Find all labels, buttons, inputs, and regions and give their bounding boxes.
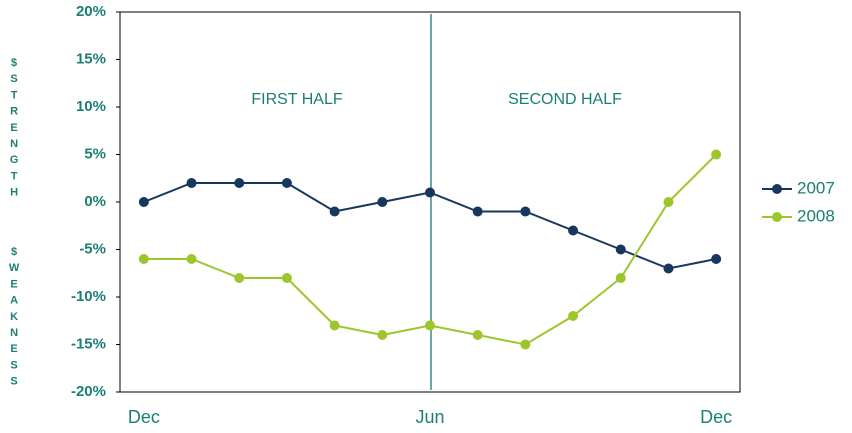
point <box>711 149 722 160</box>
x-tick-label: Dec <box>700 407 732 427</box>
point <box>425 187 435 198</box>
point <box>186 254 197 264</box>
y-tick-label: -10% <box>71 288 106 305</box>
point <box>711 254 722 264</box>
y-tick-label: 0% <box>84 193 106 210</box>
point <box>377 330 388 340</box>
y-tick-label: 15% <box>76 50 106 67</box>
point <box>329 206 340 217</box>
y-tick-label: -15% <box>71 335 106 352</box>
legend-marker <box>772 212 782 222</box>
y-tick-label: 5% <box>84 145 106 162</box>
point <box>234 273 245 283</box>
point <box>520 206 531 217</box>
point <box>568 225 579 236</box>
point <box>472 206 483 217</box>
annotation: FIRST HALF <box>251 91 343 108</box>
point <box>138 197 149 207</box>
legend-marker <box>772 184 782 194</box>
point <box>568 311 579 321</box>
y-axis-label: $STRENGTH <box>8 57 20 203</box>
point <box>425 320 435 331</box>
legend-label: 2008 <box>797 206 835 225</box>
y-tick-label: -5% <box>79 240 106 257</box>
point <box>520 339 531 350</box>
point <box>329 320 340 331</box>
x-tick-label: Dec <box>128 407 160 427</box>
point <box>663 263 674 274</box>
y-tick-label: -20% <box>71 383 106 400</box>
plot-frame <box>119 11 741 393</box>
point <box>234 178 245 188</box>
y-tick-label: 10% <box>76 98 106 115</box>
point <box>615 244 626 255</box>
x-tick-label: Jun <box>415 407 444 427</box>
y-axis-label: $WEAKNESS <box>8 246 20 392</box>
legend-label: 2007 <box>797 178 835 197</box>
point <box>186 178 197 188</box>
point <box>615 273 626 283</box>
y-tick-label: 20% <box>76 3 106 20</box>
point <box>472 330 483 340</box>
annotation: SECOND HALF <box>508 91 622 108</box>
point <box>138 254 149 264</box>
point <box>281 178 292 188</box>
point <box>281 273 292 283</box>
point <box>663 197 674 207</box>
point <box>377 197 388 207</box>
